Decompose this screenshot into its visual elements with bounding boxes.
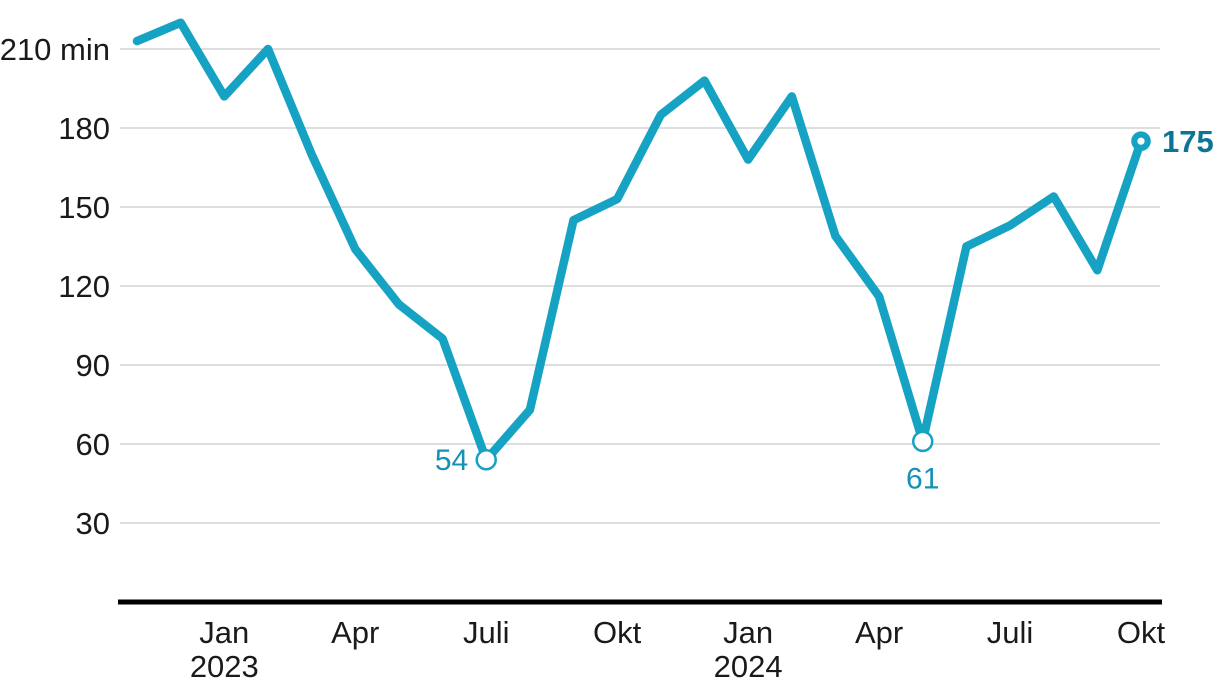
series-line	[132, 18, 1146, 465]
x-tick-label-okt-11: Okt	[593, 615, 642, 650]
x-tick-label-jan-14: Jan	[723, 615, 773, 650]
y-tick-label-210: 210 min	[0, 32, 110, 67]
annotation-label-54: 54	[435, 444, 468, 477]
y-tick-label-120: 120	[58, 269, 110, 304]
x-tick-label-okt-23: Okt	[1117, 615, 1166, 650]
x-tick-year-2024: 2024	[714, 649, 783, 684]
annotation-label-61: 61	[906, 462, 939, 495]
annotation-label-175: 175	[1162, 124, 1214, 159]
y-tick-label-150: 150	[58, 190, 110, 225]
y-tick-label-60: 60	[76, 427, 110, 462]
x-tick-label-juli-8: Juli	[463, 615, 510, 650]
x-tick-label-apr-5: Apr	[331, 615, 379, 650]
open-circle-marker-54	[475, 449, 497, 471]
x-tick-year-2023: 2023	[190, 649, 259, 684]
y-tick-label-30: 30	[76, 506, 110, 541]
x-tick-label-juli-20: Juli	[987, 615, 1034, 650]
endpoint-marker-hole	[1137, 137, 1145, 145]
x-tick-label-jan-2: Jan	[199, 615, 249, 650]
open-circle-marker-61	[911, 430, 934, 453]
y-tick-label-90: 90	[76, 348, 110, 383]
y-tick-label-180: 180	[58, 111, 110, 146]
x-tick-label-apr-17: Apr	[855, 615, 903, 650]
